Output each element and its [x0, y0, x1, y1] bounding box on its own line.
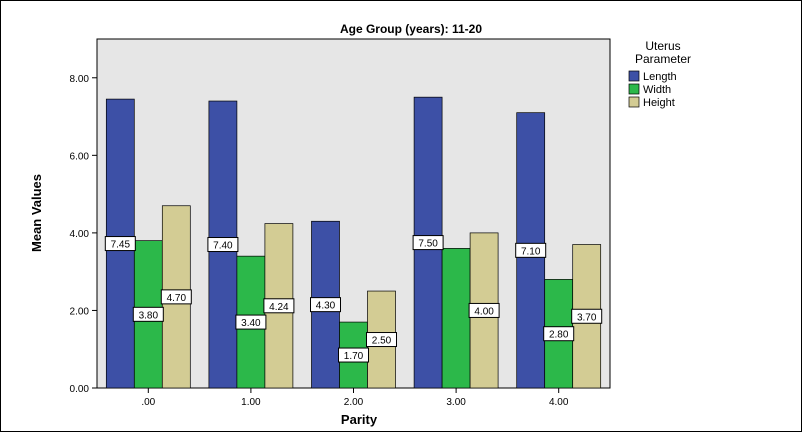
x-tick-label: 2.00: [344, 397, 364, 408]
data-label-box: [263, 298, 295, 314]
legend-swatch-height: [628, 96, 640, 108]
y-tick-label: 4.00: [70, 229, 90, 240]
data-label-box: [468, 302, 500, 318]
y-tick-label: 6.00: [70, 151, 90, 162]
legend-label: Width: [643, 84, 671, 96]
x-tick-label: 3.00: [446, 397, 466, 408]
data-label: 7.50: [418, 239, 438, 250]
legend-label: Length: [643, 71, 677, 83]
data-label: 7.10: [521, 246, 541, 257]
data-label: 2.80: [549, 330, 569, 341]
data-label-box: [366, 332, 397, 348]
y-tick-label: 2.00: [70, 306, 90, 317]
y-axis-title: Mean Values: [29, 174, 44, 252]
legend-title-line-2: Parameter: [635, 52, 691, 66]
data-label-box: [543, 326, 575, 342]
data-label: 4.70: [167, 293, 187, 304]
legend-label: Height: [643, 97, 675, 109]
data-label-box: [571, 308, 603, 324]
data-label: 7.45: [111, 240, 131, 251]
data-label: 4.00: [474, 306, 494, 317]
data-label: 4.30: [316, 301, 336, 312]
data-label: 2.50: [372, 336, 392, 347]
data-label: 4.24: [269, 302, 289, 313]
data-label-box: [207, 237, 239, 253]
x-tick-label: 4.00: [549, 397, 569, 408]
x-axis-title: Parity: [341, 412, 378, 427]
data-label: 7.40: [213, 241, 233, 252]
x-tick-label: 1.00: [241, 397, 261, 408]
data-label: 3.70: [577, 312, 597, 323]
data-label: 3.40: [241, 318, 261, 329]
legend-title-line-1: Uterus: [645, 39, 680, 53]
legend-swatch-width: [628, 83, 640, 95]
bar-width: [441, 248, 471, 389]
data-label-box: [104, 236, 136, 252]
legend-swatch-length: [628, 70, 640, 82]
data-label-box: [235, 314, 267, 330]
data-label-box: [160, 289, 192, 305]
data-label: 3.80: [139, 310, 159, 321]
y-tick-label: 8.00: [70, 74, 90, 85]
data-label-box: [132, 306, 164, 322]
data-label-box: [515, 242, 547, 258]
data-label-box: [310, 297, 341, 313]
data-label: 1.70: [344, 351, 364, 362]
x-tick-label: .00: [141, 397, 155, 408]
data-label-box: [338, 347, 369, 363]
data-label-box: [412, 235, 444, 251]
chart-title: Age Group (years): 11-20: [340, 22, 482, 36]
y-tick-label: 0.00: [70, 384, 90, 395]
